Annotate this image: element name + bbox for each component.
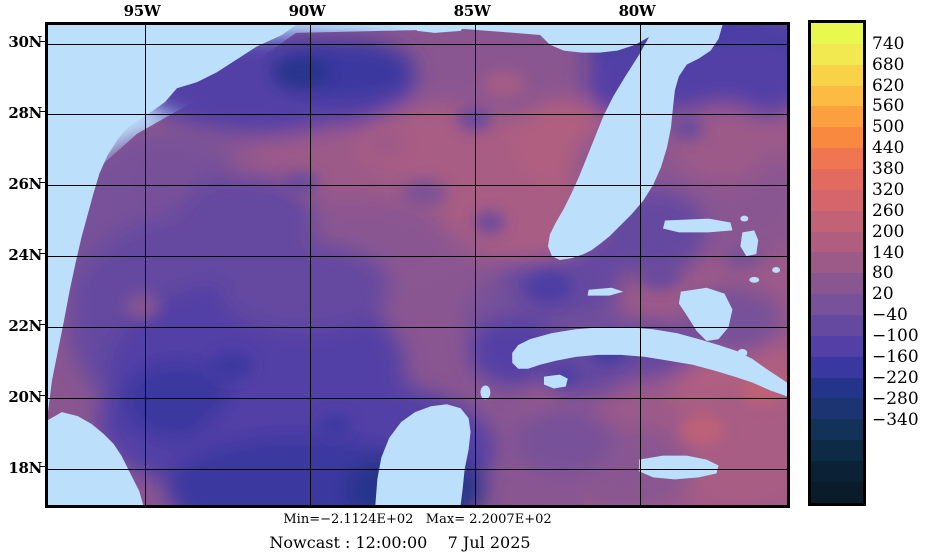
colorbar-band-4	[811, 106, 863, 128]
colorbar-band-18	[811, 398, 863, 420]
gridline-lat-18n	[48, 469, 787, 470]
colorbar-band-22	[811, 481, 863, 503]
colorbar-label-15: −160	[872, 346, 919, 367]
colorbar-label-14: −100	[872, 326, 919, 347]
lat-tick-18n	[40, 466, 45, 467]
colorbar-label-6: 380	[872, 159, 905, 180]
lat-label-18n: 18N	[8, 459, 42, 477]
colorbar-band-0	[811, 23, 863, 44]
colorbar-band-11	[811, 252, 863, 274]
colorbar-band-9	[811, 210, 863, 232]
colorbar-label-8: 260	[872, 200, 905, 221]
colorbar-band-15	[811, 335, 863, 357]
gridline-lat-24n	[48, 256, 787, 257]
contour-field	[48, 25, 787, 505]
lat-label-28n: 28N	[8, 104, 42, 122]
lat-tick-26n	[40, 182, 45, 183]
colorbar-label-12: 20	[872, 284, 894, 305]
lat-label-20n: 20N	[8, 388, 42, 406]
colorbar-label-0: 740	[872, 33, 905, 54]
min-max-readout: Min=−2.1124E+02 Max= 2.2007E+02	[283, 512, 552, 527]
gridline-lat-22n	[48, 327, 787, 328]
colorbar-band-16	[811, 356, 863, 378]
colorbar-bands	[811, 23, 863, 503]
colorbar[interactable]	[808, 20, 866, 506]
colorbar-band-14	[811, 315, 863, 336]
colorbar-label-16: −220	[872, 367, 919, 388]
colorbar-label-5: 440	[872, 138, 905, 159]
lat-tick-28n	[40, 111, 45, 112]
colorbar-band-2	[811, 64, 863, 86]
lon-label-80w: 80W	[618, 2, 656, 20]
colorbar-band-3	[811, 85, 863, 107]
colorbar-tick-labels: 740 680 620 560 500 440 380 320 260 200 140 80 20 −40…	[872, 20, 933, 506]
gridline-lon-80w	[640, 25, 641, 505]
colorbar-band-6	[811, 148, 863, 170]
colorbar-label-9: 200	[872, 221, 905, 242]
colorbar-band-10	[811, 231, 863, 253]
colorbar-label-2: 620	[872, 75, 905, 96]
lat-label-22n: 22N	[8, 317, 42, 335]
lon-label-85w: 85W	[453, 2, 491, 20]
gridline-lat-28n	[48, 114, 787, 115]
lon-label-95w: 95W	[123, 2, 161, 20]
lon-label-90w: 90W	[288, 2, 326, 20]
colorbar-band-7	[811, 169, 863, 190]
gridline-lon-95w	[145, 25, 146, 505]
colorbar-band-21	[811, 461, 863, 482]
gridline-lat-30n	[48, 44, 787, 45]
colorbar-label-4: 500	[872, 117, 905, 138]
colorbar-band-20	[811, 440, 863, 462]
colorbar-label-1: 680	[872, 54, 905, 75]
gridline-lat-26n	[48, 185, 787, 186]
colorbar-band-13	[811, 294, 863, 316]
gridline-lat-20n	[48, 398, 787, 399]
colorbar-label-18: −340	[872, 409, 919, 430]
colorbar-band-5	[811, 127, 863, 149]
colorbar-band-1	[811, 43, 863, 65]
colorbar-band-17	[811, 377, 863, 399]
gridline-lon-85w	[475, 25, 476, 505]
lat-tick-30n	[40, 41, 45, 42]
colorbar-band-8	[811, 189, 863, 211]
lat-tick-24n	[40, 253, 45, 254]
colorbar-label-11: 80	[872, 263, 894, 284]
lat-label-24n: 24N	[8, 246, 42, 264]
lat-label-30n: 30N	[8, 33, 42, 51]
lat-tick-20n	[40, 395, 45, 396]
gridline-lon-90w	[310, 25, 311, 505]
map-plot-area[interactable]	[45, 22, 790, 508]
lat-label-26n: 26N	[8, 175, 42, 193]
colorbar-band-12	[811, 273, 863, 295]
nowcast-timestamp: Nowcast : 12:00:00 7 Jul 2025	[269, 533, 531, 552]
lat-tick-22n	[40, 324, 45, 325]
colorbar-label-10: 140	[872, 242, 905, 263]
colorbar-label-3: 560	[872, 96, 905, 117]
colorbar-band-19	[811, 419, 863, 441]
colorbar-label-17: −280	[872, 388, 919, 409]
colorbar-label-13: −40	[872, 305, 908, 326]
colorbar-label-7: 320	[872, 179, 905, 200]
